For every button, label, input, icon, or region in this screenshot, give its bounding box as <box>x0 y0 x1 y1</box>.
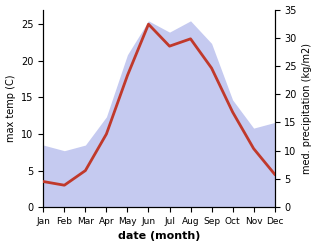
Y-axis label: max temp (C): max temp (C) <box>5 75 16 142</box>
Y-axis label: med. precipitation (kg/m2): med. precipitation (kg/m2) <box>302 43 313 174</box>
X-axis label: date (month): date (month) <box>118 231 200 242</box>
